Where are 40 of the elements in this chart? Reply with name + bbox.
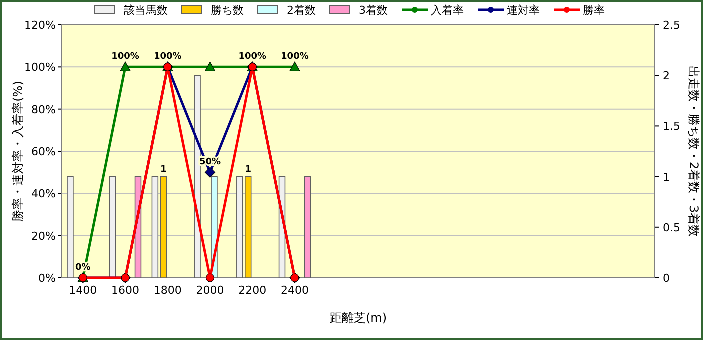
- y2-tick-label: 0.5: [663, 221, 680, 234]
- y-tick-label: 0%: [38, 272, 56, 285]
- legend-label: 3着数: [359, 4, 388, 17]
- data-label: 1: [160, 164, 167, 175]
- y-tick-label: 60%: [32, 146, 56, 158]
- y2-tick-label: 1.5: [663, 120, 680, 134]
- point: [206, 274, 215, 282]
- y2-tick-label: 1: [663, 170, 670, 184]
- legend-label: 勝ち数: [211, 4, 244, 17]
- data-label: 100%: [238, 52, 267, 62]
- legend-label: 入着率: [431, 4, 464, 17]
- data-label: 100%: [112, 52, 140, 62]
- x-tick-label: 2000: [196, 284, 224, 297]
- legend-label: 連対率: [507, 4, 540, 17]
- y-tick-label: 80%: [32, 103, 56, 116]
- y2-axis-title: 出走数・勝ち数・2着数・3着数: [687, 66, 701, 238]
- y2-tick-label: 0: [663, 272, 670, 285]
- y-tick-label: 40%: [32, 188, 56, 201]
- y-tick-label: 120%: [24, 19, 56, 32]
- x-tick-label: 1400: [69, 284, 98, 297]
- y-tick-label: 20%: [32, 230, 56, 243]
- data-label: 1: [245, 164, 252, 175]
- point: [120, 62, 131, 72]
- point: [290, 62, 300, 72]
- y-tick-label: 100%: [24, 61, 56, 74]
- y2-tick-label: 2.5: [663, 19, 680, 32]
- x-tick-label: 2400: [280, 284, 309, 297]
- data-label: 100%: [281, 52, 309, 62]
- x-tick-label: 2200: [238, 284, 267, 297]
- x-tick-label: 1800: [154, 284, 182, 297]
- point: [204, 62, 216, 72]
- legend-label: 2着数: [287, 4, 316, 17]
- y-axis-title: 勝率・連対率・入着率(%): [11, 81, 25, 222]
- data-label: 100%: [154, 52, 182, 62]
- point: [204, 167, 216, 178]
- legend-label: 勝率: [583, 4, 605, 17]
- legend-label: 該当馬数: [124, 4, 168, 17]
- x-axis-title: 距離芝(m): [330, 311, 388, 325]
- x-tick-label: 1600: [112, 284, 140, 297]
- y2-tick-label: 2: [663, 70, 670, 83]
